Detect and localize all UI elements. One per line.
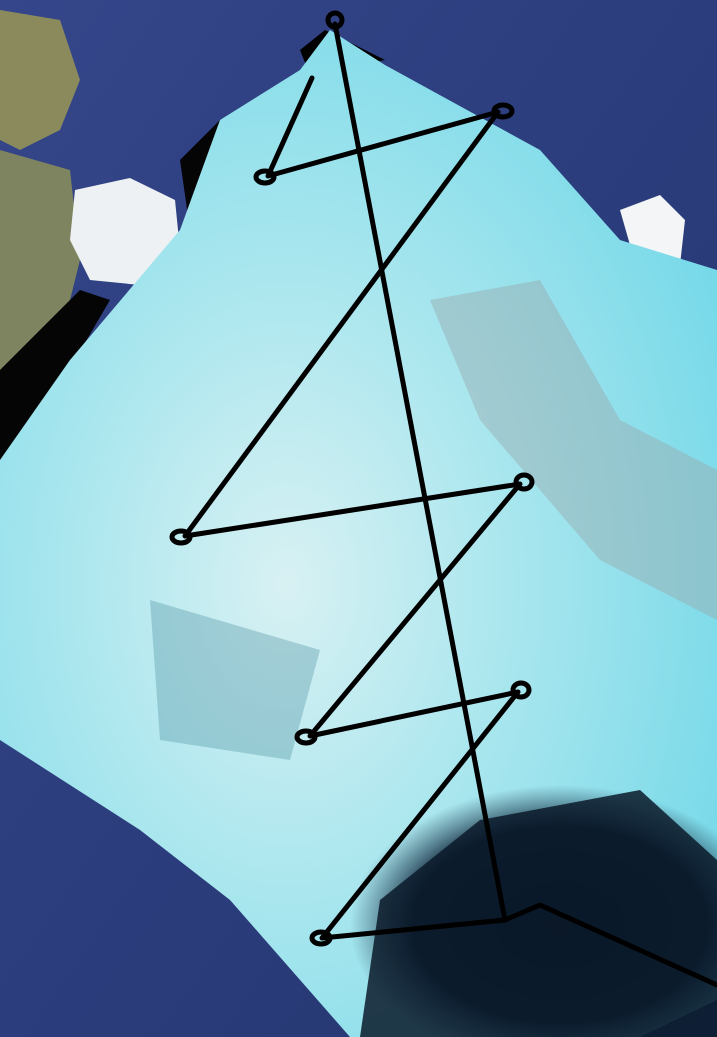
- cloud: [150, 600, 320, 760]
- track-line: [182, 75, 523, 941]
- cloud-shadow: [360, 790, 717, 1037]
- turn-loop: [513, 472, 535, 492]
- track-line: [332, 21, 717, 988]
- turn-loop: [309, 929, 333, 947]
- ice: [620, 195, 685, 275]
- flight-track: [169, 10, 717, 988]
- land: [0, 10, 80, 150]
- satellite-imagery: [0, 30, 717, 1037]
- turn-loop: [294, 728, 318, 746]
- turn-loop: [169, 528, 193, 546]
- ice: [70, 178, 180, 285]
- no-data: [0, 290, 110, 460]
- turn-loop: [491, 102, 515, 120]
- cloud: [430, 280, 717, 620]
- turn-loop: [510, 680, 532, 700]
- turn-loop: [325, 10, 345, 30]
- turn-loop: [253, 168, 277, 186]
